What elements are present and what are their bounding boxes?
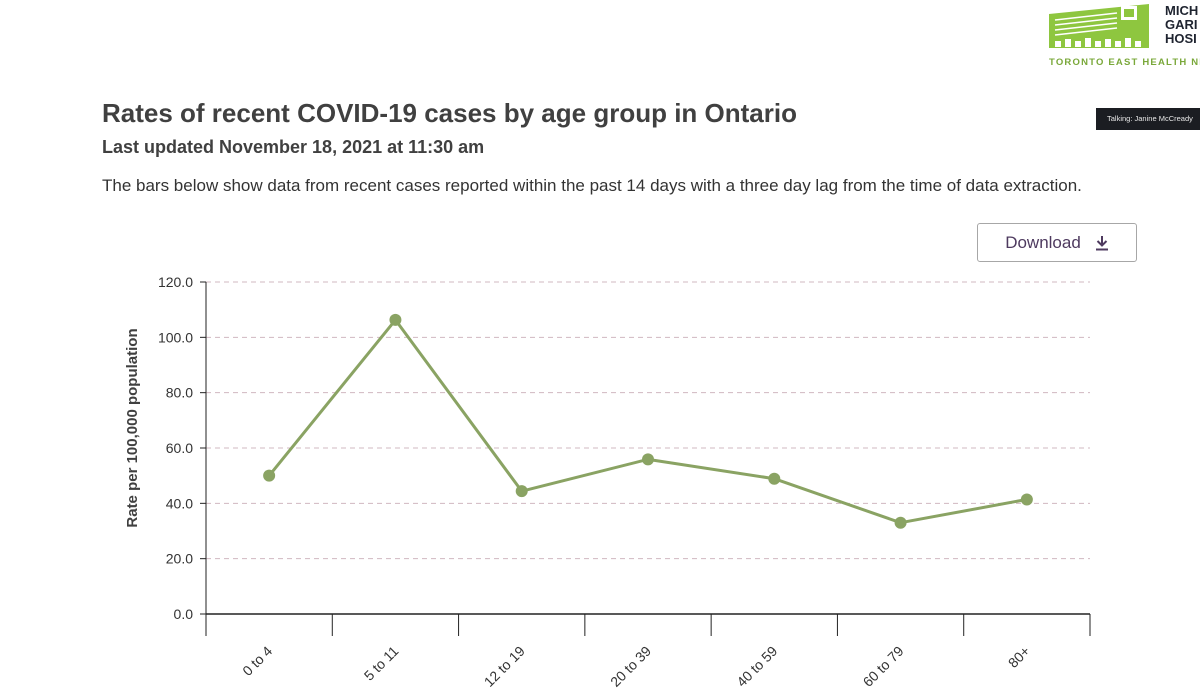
series-line xyxy=(267,318,1028,525)
download-button[interactable]: Download xyxy=(977,223,1137,262)
page-title: Rates of recent COVID-19 cases by age gr… xyxy=(102,98,797,128)
data-point xyxy=(642,453,654,466)
logo-name: MICH GARI HOSI xyxy=(1165,3,1199,46)
data-point xyxy=(768,472,781,485)
data-point xyxy=(515,485,528,498)
y-tick-label: 0.0 xyxy=(174,606,194,622)
y-tick-label: 80.0 xyxy=(166,385,193,401)
logo-network-text: TORONTO EAST HEALTH NET xyxy=(1049,57,1200,68)
y-tick-label: 120.0 xyxy=(158,274,193,290)
x-tick-label: 0 to 4 xyxy=(239,643,275,679)
hospital-logo: MICH GARI HOSI TORONTO EAST HEALTH NET xyxy=(1047,0,1200,78)
x-tick-label: 20 to 39 xyxy=(607,643,654,690)
download-label: Download xyxy=(1005,232,1081,252)
data-point xyxy=(894,516,907,529)
gridlines xyxy=(206,281,1090,560)
download-icon xyxy=(1095,235,1108,250)
talking-indicator: Talking: Janine McCready xyxy=(1096,108,1200,130)
data-point xyxy=(389,313,402,326)
y-tick-label: 40.0 xyxy=(166,495,193,511)
y-axis-label: Rate per 100,000 population xyxy=(124,328,141,527)
y-tick-label: 20.0 xyxy=(166,551,193,567)
x-tick-label: 60 to 79 xyxy=(860,643,907,690)
last-updated: Last updated November 18, 2021 at 11:30 … xyxy=(102,137,485,157)
line-chart: 0.0 20.0 40.0 60.0 80.0 100.0 120.0 0 to 4 5 to … xyxy=(124,274,1091,690)
y-tick-label: 100.0 xyxy=(158,329,193,345)
x-tick-label: 5 to 11 xyxy=(361,643,402,684)
x-tick-label: 12 to 19 xyxy=(481,643,528,690)
y-tick-label: 60.0 xyxy=(166,440,193,456)
axes: 0.0 20.0 40.0 60.0 80.0 100.0 120.0 0 to 4 5 to … xyxy=(158,274,1091,690)
hospital-building-icon xyxy=(1049,4,1149,48)
chart-description: The bars below show data from recent cas… xyxy=(102,176,1082,195)
x-tick-label: 80+ xyxy=(1005,643,1033,671)
series xyxy=(263,313,1033,529)
data-point xyxy=(1020,493,1033,506)
x-tick-label: 40 to 59 xyxy=(733,643,780,690)
data-point xyxy=(263,469,276,482)
